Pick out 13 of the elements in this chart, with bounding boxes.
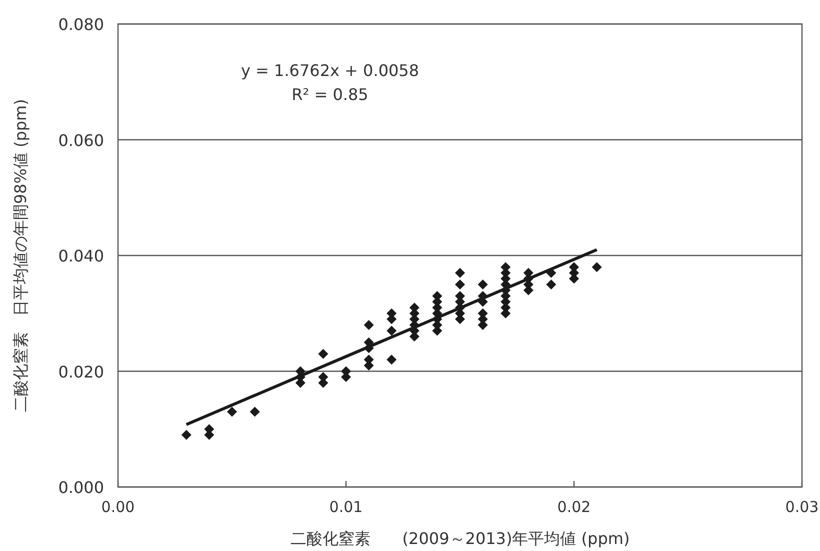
y-axis-title: 二酸化窒素 日平均値の年間98%値 (ppm) [11, 98, 30, 412]
y-tick-label: 0.040 [58, 246, 104, 266]
y-tick-label: 0.000 [58, 478, 104, 497]
x-axis-title: 二酸化窒素 (2009～2013)年平均値 (ppm) [290, 529, 630, 548]
annotation: y = 1.6762x + 0.0058 [240, 61, 420, 80]
annotation: R² = 0.85 [292, 85, 368, 104]
x-tick-label: 0.01 [329, 498, 363, 516]
x-tick-label: 0.00 [101, 498, 135, 516]
y-tick-label: 0.080 [58, 15, 104, 34]
x-tick-label: 0.03 [785, 498, 819, 516]
x-tick-label: 0.02 [557, 498, 591, 516]
y-tick-label: 0.020 [58, 362, 104, 382]
y-tick-label: 0.060 [58, 130, 104, 150]
